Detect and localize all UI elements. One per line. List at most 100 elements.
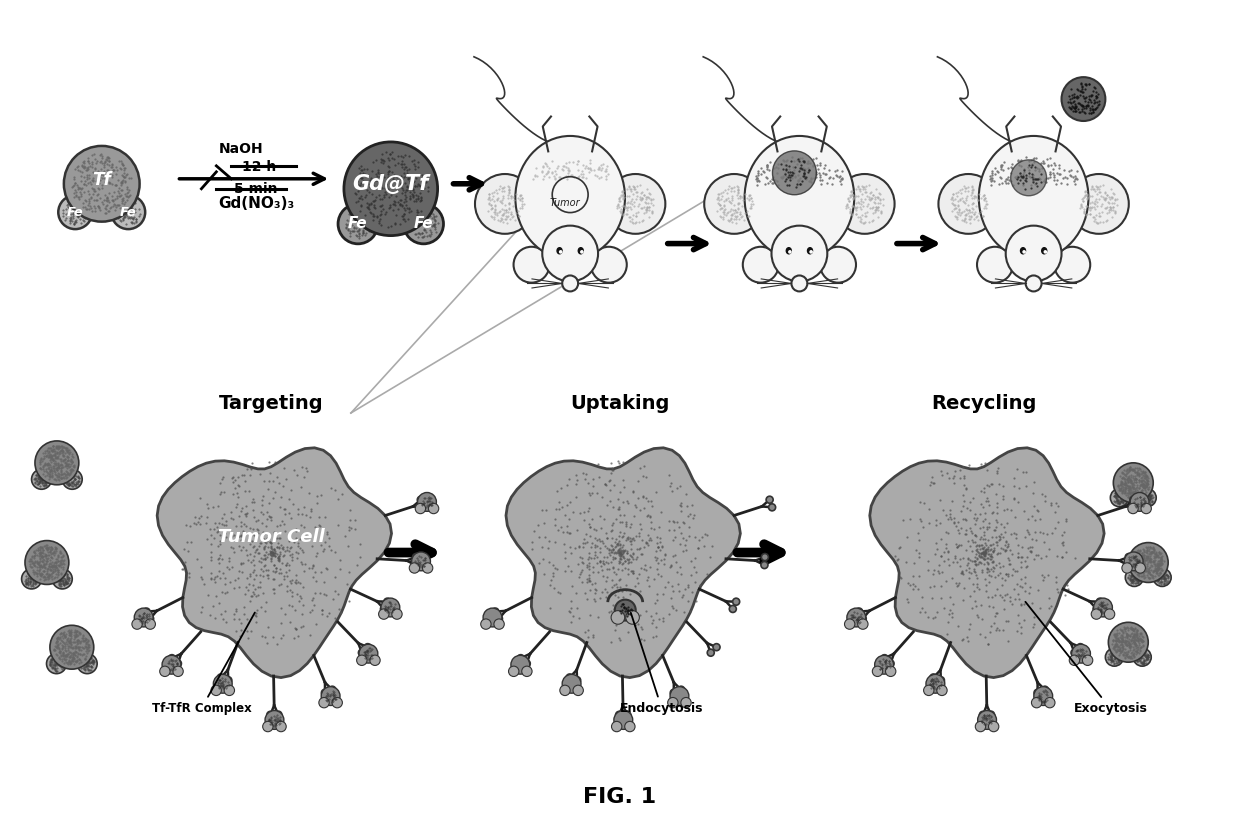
Circle shape	[977, 247, 1013, 282]
Circle shape	[1105, 609, 1115, 619]
Ellipse shape	[1042, 247, 1047, 254]
Circle shape	[542, 226, 598, 282]
Circle shape	[761, 554, 769, 561]
Text: 12 h: 12 h	[242, 160, 277, 174]
Circle shape	[62, 469, 82, 489]
Circle shape	[874, 656, 894, 674]
Circle shape	[810, 251, 812, 253]
Ellipse shape	[744, 136, 854, 260]
Circle shape	[522, 666, 532, 676]
Circle shape	[573, 686, 583, 696]
Circle shape	[412, 561, 419, 569]
Circle shape	[162, 656, 181, 674]
Circle shape	[707, 649, 714, 656]
Circle shape	[321, 686, 340, 706]
Circle shape	[1076, 644, 1084, 651]
Circle shape	[611, 721, 622, 731]
Circle shape	[562, 675, 582, 693]
Circle shape	[926, 675, 945, 693]
Circle shape	[980, 711, 987, 718]
Circle shape	[1130, 496, 1137, 503]
Circle shape	[614, 711, 632, 730]
Circle shape	[1110, 489, 1128, 506]
Circle shape	[844, 619, 854, 629]
Circle shape	[681, 697, 691, 708]
Circle shape	[1044, 697, 1055, 708]
Text: Exocytosis: Exocytosis	[1025, 601, 1147, 715]
Text: Tumor Cell: Tumor Cell	[218, 528, 325, 546]
Circle shape	[713, 644, 720, 651]
Circle shape	[145, 619, 155, 629]
Circle shape	[835, 174, 894, 234]
Circle shape	[605, 174, 666, 234]
Text: Fe: Fe	[67, 206, 83, 219]
Circle shape	[31, 469, 52, 489]
Circle shape	[381, 598, 399, 617]
Circle shape	[856, 608, 863, 615]
Circle shape	[378, 609, 389, 619]
Circle shape	[384, 598, 391, 606]
Circle shape	[1083, 655, 1092, 666]
Circle shape	[263, 721, 273, 731]
Circle shape	[357, 655, 367, 666]
Circle shape	[494, 619, 505, 629]
Circle shape	[1153, 568, 1171, 586]
Circle shape	[1054, 247, 1090, 282]
Circle shape	[265, 711, 284, 730]
Circle shape	[625, 721, 635, 731]
Circle shape	[1061, 77, 1105, 121]
Polygon shape	[869, 448, 1104, 677]
Circle shape	[332, 697, 342, 708]
Circle shape	[791, 276, 807, 292]
Circle shape	[77, 654, 97, 674]
Circle shape	[1125, 561, 1132, 569]
Circle shape	[1006, 226, 1061, 282]
Circle shape	[789, 251, 791, 253]
Circle shape	[370, 655, 381, 666]
Circle shape	[591, 247, 626, 282]
Ellipse shape	[1021, 247, 1025, 254]
Circle shape	[513, 247, 549, 282]
Circle shape	[1011, 160, 1047, 196]
Circle shape	[1071, 649, 1078, 656]
Ellipse shape	[578, 247, 583, 254]
Polygon shape	[157, 448, 392, 677]
Circle shape	[319, 697, 329, 708]
Text: Fe: Fe	[414, 217, 433, 232]
Circle shape	[404, 204, 444, 244]
Circle shape	[365, 644, 371, 651]
Circle shape	[275, 721, 286, 731]
Circle shape	[381, 606, 387, 612]
Circle shape	[704, 174, 764, 234]
Circle shape	[275, 711, 281, 718]
Circle shape	[508, 666, 518, 676]
Circle shape	[492, 608, 498, 615]
Text: Fe: Fe	[120, 206, 136, 219]
Ellipse shape	[807, 247, 812, 254]
Circle shape	[409, 563, 419, 573]
Circle shape	[1128, 542, 1168, 582]
Circle shape	[50, 626, 94, 669]
Text: NaOH: NaOH	[219, 142, 264, 156]
Circle shape	[112, 195, 145, 229]
Circle shape	[1141, 503, 1152, 514]
Circle shape	[360, 644, 378, 663]
Circle shape	[146, 616, 154, 622]
Circle shape	[58, 195, 92, 229]
Circle shape	[1126, 568, 1143, 586]
Circle shape	[1091, 609, 1101, 619]
Circle shape	[887, 660, 894, 667]
Circle shape	[21, 569, 41, 589]
Circle shape	[1135, 563, 1146, 573]
Circle shape	[936, 686, 947, 696]
Circle shape	[175, 660, 181, 667]
Circle shape	[428, 503, 439, 514]
Circle shape	[131, 619, 143, 629]
Circle shape	[858, 619, 868, 629]
Text: 5 min: 5 min	[234, 182, 278, 196]
Ellipse shape	[516, 136, 625, 260]
Ellipse shape	[978, 136, 1089, 260]
Ellipse shape	[786, 247, 791, 254]
Circle shape	[413, 554, 419, 561]
Text: Targeting: Targeting	[218, 394, 324, 413]
